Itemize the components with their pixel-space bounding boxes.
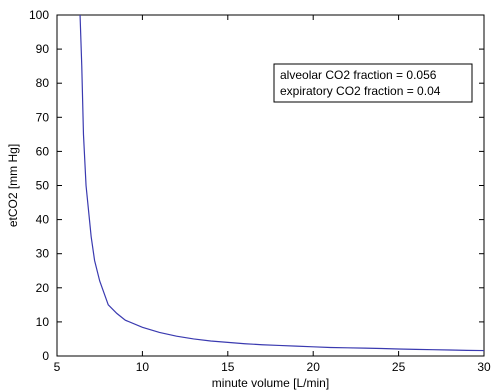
series-layer	[79, 15, 484, 352]
y-tick-label: 70	[36, 110, 50, 124]
y-tick-label: 0	[42, 349, 49, 363]
y-tick-label: 90	[36, 42, 50, 56]
y-tick-label: 30	[36, 247, 50, 261]
y-axis-label: etCO2 [mm Hg]	[6, 144, 20, 227]
series-line	[79, 15, 484, 352]
y-tick-label: 40	[36, 213, 50, 227]
annotation-box-frame	[273, 63, 473, 103]
y-tick-label: 50	[36, 179, 50, 193]
y-tick-label: 20	[36, 281, 50, 295]
annotation-line: expiratory CO2 fraction = 0.04	[280, 84, 441, 98]
y-tick-label: 80	[36, 76, 50, 90]
x-tick-label: 15	[221, 360, 235, 374]
y-tick-label: 10	[36, 315, 50, 329]
y-tick-label: 100	[29, 8, 49, 22]
x-tick-label: 5	[54, 360, 61, 374]
x-tick-label: 10	[136, 360, 150, 374]
x-tick-label: 30	[477, 360, 491, 374]
ticks-layer: 5 10 15 20 25 30 0 10 20 30 40 50 60 70 80 90 100	[29, 8, 491, 374]
x-axis-label: minute volume [L/min]	[212, 376, 329, 390]
y-tick-label: 60	[36, 144, 50, 158]
annotation-box: alveolar CO2 fraction = 0.056 expiratory…	[273, 63, 473, 103]
x-tick-label: 20	[307, 360, 321, 374]
x-tick-label: 25	[392, 360, 406, 374]
annotation-line: alveolar CO2 fraction = 0.056	[280, 68, 437, 82]
